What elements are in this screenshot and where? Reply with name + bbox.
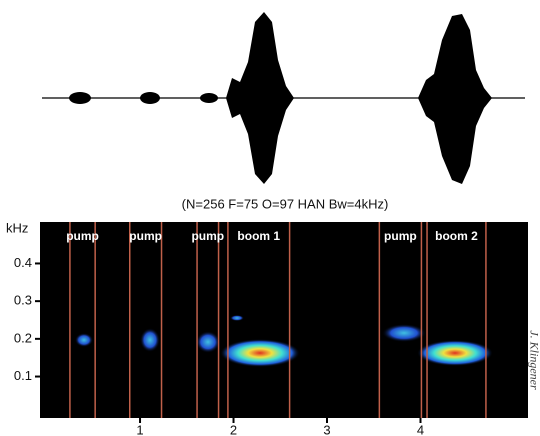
y-tick-label: 0.3 (14, 293, 32, 308)
x-tick-label: 4 (417, 422, 424, 436)
x-tick-label: 1 (136, 422, 143, 436)
segment-label: pump (129, 229, 162, 243)
credit: J. Klingener (527, 330, 540, 390)
segment-label: pump (384, 229, 417, 243)
y-tick-label: 0.1 (14, 368, 32, 383)
settings-caption: (N=256 F=75 O=97 HAN Bw=4kHz) (182, 196, 389, 211)
x-tick-label: 2 (230, 422, 237, 436)
y-tick-label: 0.4 (14, 255, 32, 270)
segment-label: pump (191, 229, 224, 243)
y-axis-label: kHz (6, 220, 28, 235)
segment-label: boom 2 (435, 229, 478, 243)
x-tick-label: 3 (323, 422, 330, 436)
y-tick-label: 0.2 (14, 330, 32, 345)
waveform (42, 12, 525, 184)
segment-label: boom 1 (237, 229, 280, 243)
plot-area (40, 222, 528, 418)
segment-label: pump (66, 229, 99, 243)
spectrogram (75, 315, 493, 367)
